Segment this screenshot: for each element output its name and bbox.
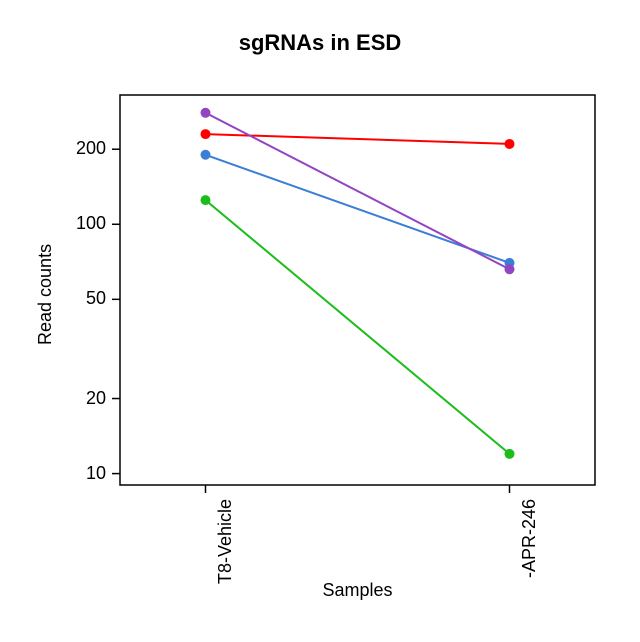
x-tick-label: -APR-246	[519, 499, 540, 599]
y-tick-label: 200	[76, 138, 106, 159]
x-tick-label: T8-Vehicle	[215, 499, 236, 599]
y-tick-label: 100	[76, 213, 106, 234]
y-tick-label: 20	[86, 388, 106, 409]
y-tick-label: 50	[86, 288, 106, 309]
y-tick-label: 10	[86, 463, 106, 484]
chart-container: sgRNAs in ESD Read counts Samples 102050…	[0, 0, 640, 642]
plot-area	[0, 0, 640, 642]
